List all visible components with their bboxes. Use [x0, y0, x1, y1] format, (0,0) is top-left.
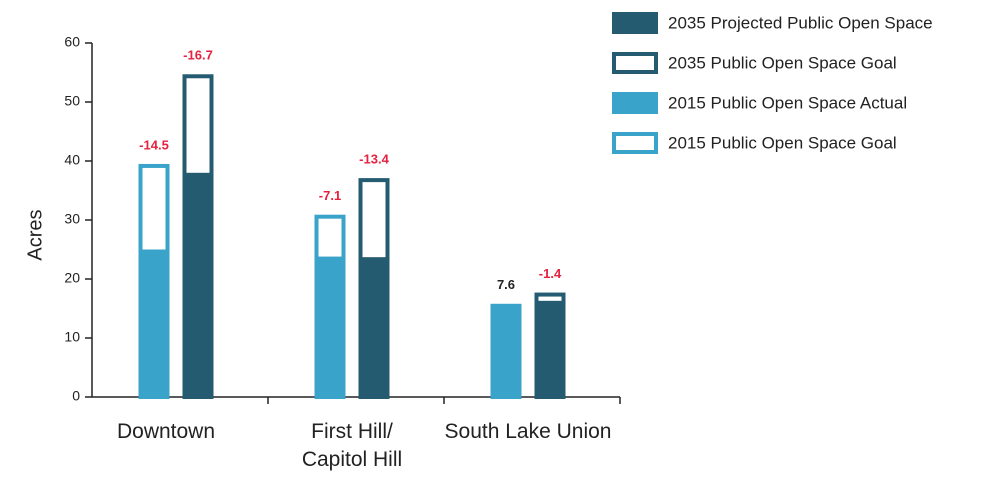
data-label: -16.7: [183, 48, 213, 63]
bar: [490, 303, 522, 397]
legend-label: 2035 Public Open Space Goal: [668, 53, 897, 72]
data-label: -14.5: [139, 137, 169, 152]
bar: [534, 300, 566, 397]
bar: [358, 257, 390, 397]
legend-swatch: [612, 132, 658, 154]
bar: [314, 256, 346, 397]
data-label: -1.4: [539, 266, 562, 281]
bar: [182, 172, 214, 397]
legend-label: 2015 Public Open Space Actual: [668, 93, 907, 112]
y-axis-label: Acres: [24, 209, 46, 260]
y-tick-label: 50: [64, 93, 80, 109]
y-tick-label: 0: [72, 388, 80, 404]
legend-swatch: [612, 12, 658, 34]
data-label: -7.1: [319, 188, 341, 203]
x-tick-label: First Hill/ Capitol Hill: [301, 420, 403, 471]
y-tick-label: 60: [64, 34, 80, 50]
y-tick-label: 10: [64, 329, 80, 345]
y-tick-label: 30: [64, 211, 80, 227]
data-label: -13.4: [359, 152, 389, 167]
x-tick-label: South Lake Union: [444, 420, 612, 443]
bar: [138, 249, 170, 397]
y-tick-label: 20: [64, 270, 80, 286]
data-label: 7.6: [497, 277, 515, 292]
x-tick-label: Downtown: [116, 420, 216, 443]
legend-label: 2015 Public Open Space Goal: [668, 133, 897, 152]
legend-swatch: [612, 92, 658, 114]
y-tick-label: 40: [64, 152, 80, 168]
legend-swatch: [612, 52, 658, 74]
legend-label: 2035 Projected Public Open Space: [668, 13, 933, 32]
